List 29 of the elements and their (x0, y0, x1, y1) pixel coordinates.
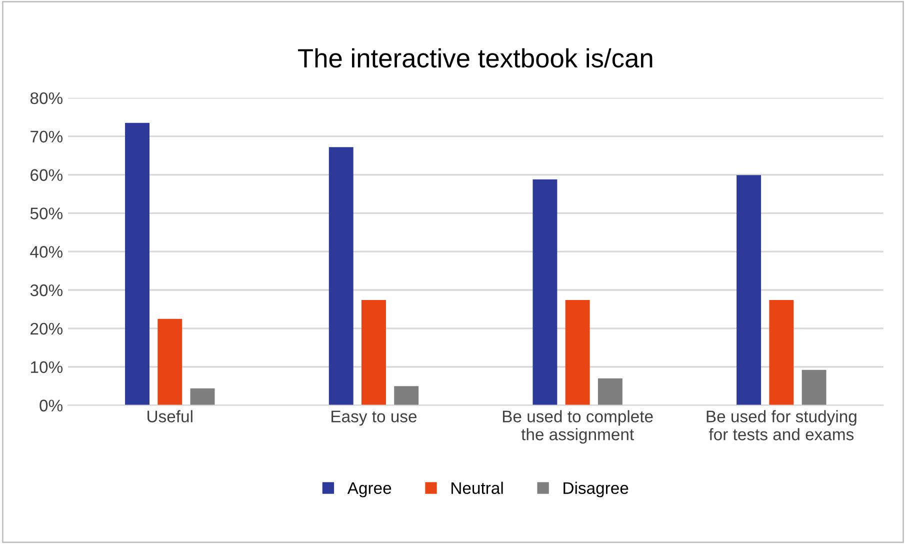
bar (565, 300, 590, 406)
legend-label: Neutral (452, 482, 503, 494)
y-tick-label: 50% (30, 208, 62, 220)
bar (158, 318, 182, 406)
y-tick-label: 30% (30, 284, 62, 296)
bar (190, 388, 215, 406)
x-tick-label: Be used for studying for tests and exams (706, 410, 856, 440)
y-tick-label: 40% (30, 246, 62, 258)
x-tick-label: Easy to use (332, 410, 417, 426)
bar (802, 370, 826, 406)
bar (769, 300, 794, 406)
bar (125, 122, 150, 406)
legend-label: Agree (347, 482, 392, 498)
bar (736, 175, 762, 406)
chart-title: The interactive textbook is/can (298, 48, 652, 68)
x-tick-label: Useful (148, 410, 192, 422)
bar (394, 386, 419, 406)
bar (328, 147, 354, 406)
bar (598, 378, 622, 406)
legend-label: Disagree (564, 482, 628, 498)
y-tick-label: 80% (30, 92, 62, 104)
bar (361, 300, 386, 406)
y-tick-label: 0% (40, 400, 62, 412)
y-tick-label: 10% (31, 361, 62, 374)
bar (532, 179, 558, 406)
y-tick-label: 20% (30, 322, 62, 335)
y-tick-label: 70% (30, 130, 62, 143)
x-tick-label: Be used to complete the assignment (502, 410, 653, 444)
y-tick-label: 60% (30, 169, 62, 181)
